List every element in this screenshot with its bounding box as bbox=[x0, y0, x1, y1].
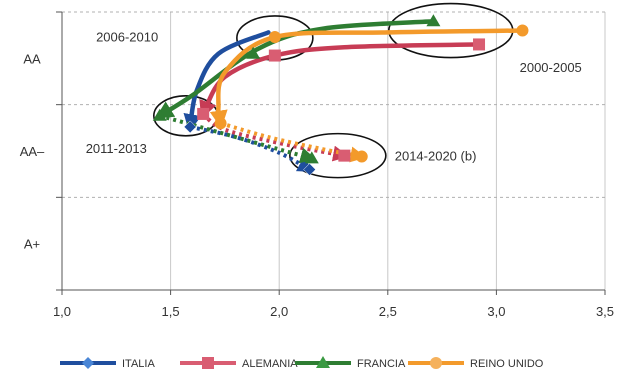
legend: ITALIA ALEMANIA FRANCIA REINO UNIDO bbox=[60, 356, 544, 370]
marker-start-francia bbox=[426, 14, 441, 27]
marker-2011-alemania bbox=[197, 107, 210, 120]
series-markers bbox=[152, 14, 529, 176]
marker-start-reino-unido bbox=[516, 24, 529, 37]
marker-end-reino-unido bbox=[355, 150, 368, 163]
legend-label: ITALIA bbox=[122, 358, 155, 370]
y-tick-label: AA bbox=[23, 51, 41, 66]
marker-end-francia bbox=[304, 151, 319, 164]
period-ellipse bbox=[289, 132, 387, 179]
x-tick-label: 2,0 bbox=[270, 304, 288, 319]
series-projection-francia bbox=[159, 113, 317, 164]
marker-start-alemania bbox=[473, 38, 486, 51]
series-projection-italia bbox=[189, 124, 314, 172]
legend-circle-icon bbox=[430, 357, 442, 369]
marker-2011-italia bbox=[183, 120, 197, 134]
legend-label: ALEMANIA bbox=[242, 358, 298, 370]
marker-2011-francia bbox=[152, 108, 167, 121]
marker-2011-reino-unido bbox=[214, 117, 227, 130]
y-tick-label: A+ bbox=[24, 237, 40, 252]
y-tick-label: AA– bbox=[20, 144, 45, 159]
marker-mid-reino-unido bbox=[268, 31, 281, 44]
marker-end-italia bbox=[303, 163, 316, 176]
legend-diamond-icon bbox=[82, 357, 94, 369]
marker-end-alemania bbox=[338, 149, 351, 162]
series-line-reino-unido bbox=[209, 28, 525, 129]
x-tick-label: 2,5 bbox=[379, 304, 397, 319]
period-label: 2000-2005 bbox=[520, 60, 582, 75]
series-lines bbox=[155, 19, 525, 172]
series-projection-alemania bbox=[201, 112, 350, 162]
x-tick-label: 1,5 bbox=[162, 304, 180, 319]
x-tick-label: 3,5 bbox=[596, 304, 614, 319]
legend-label: FRANCIA bbox=[357, 358, 406, 370]
legend-triangle-icon bbox=[316, 356, 330, 368]
period-label: 2014-2020 (b) bbox=[395, 148, 477, 163]
x-tick-label: 3,0 bbox=[487, 304, 505, 319]
chart-axes: 1,0 1,5 2,0 2,5 3,0 3,5 AA AA– A+ bbox=[20, 11, 614, 319]
marker-mid-alemania bbox=[268, 49, 281, 62]
series-line-italia bbox=[183, 30, 271, 133]
chart-labels: 2006-2010 2000-2005 2011-2013 2014-2020 (b) bbox=[86, 30, 582, 164]
period-label: 2006-2010 bbox=[96, 30, 158, 45]
period-label: 2011-2013 bbox=[86, 141, 147, 156]
series-line-francia bbox=[155, 19, 436, 119]
x-tick-label: 1,0 bbox=[53, 304, 71, 319]
marker-mid-francia bbox=[246, 46, 261, 59]
legend-square-icon bbox=[202, 357, 214, 369]
legend-label: REINO UNIDO bbox=[470, 358, 544, 370]
